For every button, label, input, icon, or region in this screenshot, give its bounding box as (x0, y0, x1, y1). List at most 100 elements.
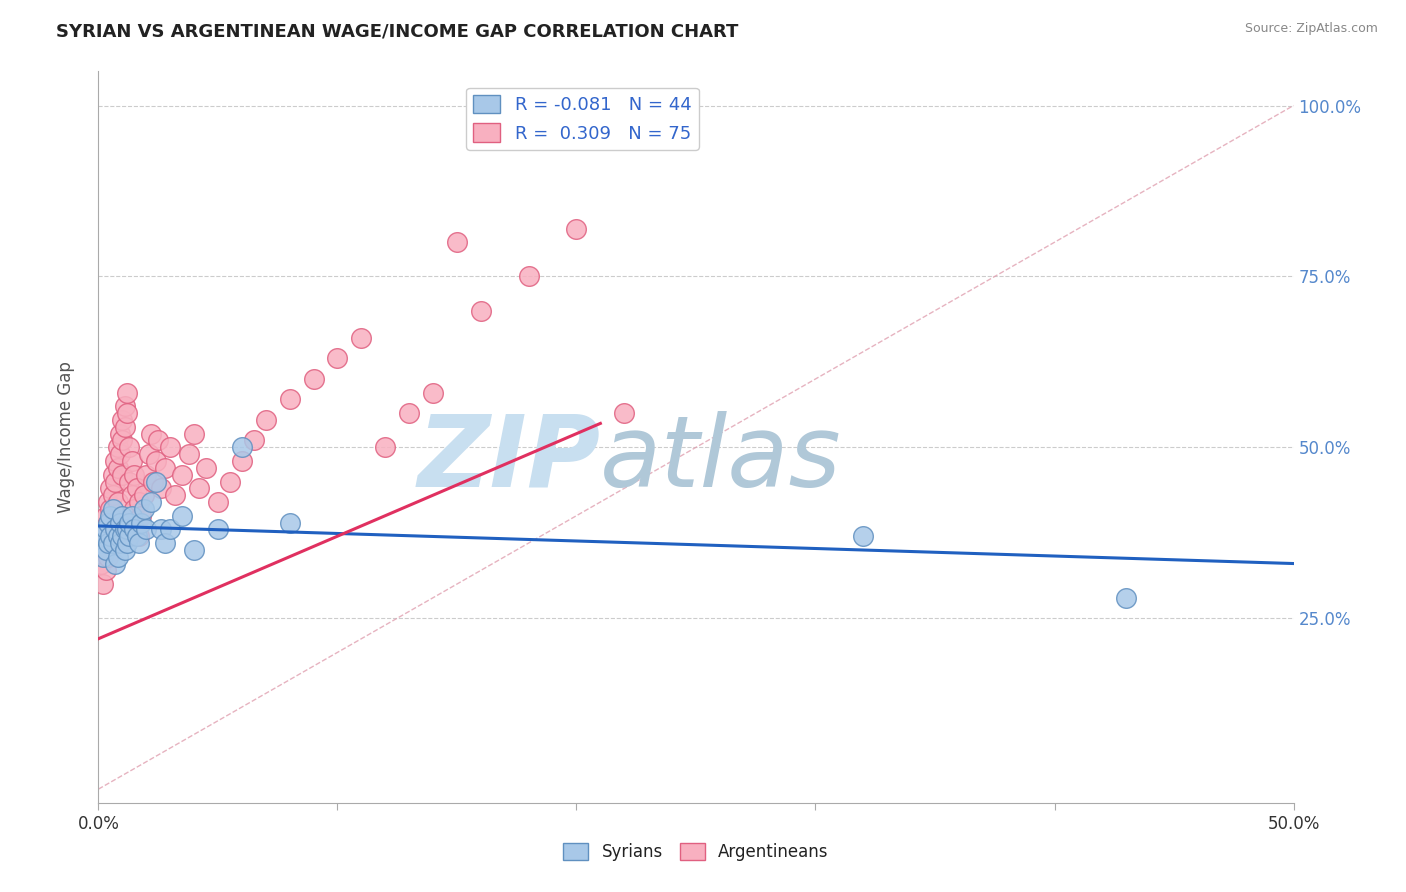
Point (183, 542, 205, 557)
Point (97, 516, 120, 530)
Point (135, 522, 157, 536)
Point (159, 440, 181, 454)
Point (101, 536, 124, 550)
Point (139, 426, 162, 441)
Point (101, 501, 124, 516)
Point (104, 454, 127, 468)
Point (94, 529, 117, 543)
Point (98, 529, 122, 543)
Point (183, 426, 205, 441)
Point (124, 501, 146, 516)
Point (135, 467, 157, 482)
Point (131, 516, 153, 530)
Point (111, 434, 134, 448)
Point (124, 467, 146, 482)
Point (131, 508, 153, 523)
Point (104, 557, 127, 571)
Point (278, 392, 301, 407)
Text: atlas: atlas (600, 410, 842, 508)
Point (149, 522, 172, 536)
Point (90, 536, 112, 550)
Y-axis label: Wage/Income Gap: Wage/Income Gap (56, 361, 75, 513)
Point (94, 522, 117, 536)
Point (121, 508, 143, 523)
Point (114, 542, 136, 557)
Point (374, 440, 396, 454)
Point (852, 529, 875, 543)
Point (108, 536, 131, 550)
Point (172, 508, 194, 523)
Point (613, 406, 636, 420)
Point (90, 536, 112, 550)
Text: SYRIAN VS ARGENTINEAN WAGE/INCOME GAP CORRELATION CHART: SYRIAN VS ARGENTINEAN WAGE/INCOME GAP CO… (56, 22, 738, 40)
Point (142, 475, 165, 489)
Point (90, 557, 112, 571)
Point (101, 522, 124, 536)
Text: ZIP: ZIP (418, 410, 600, 508)
Point (155, 536, 177, 550)
Point (101, 467, 124, 482)
Point (118, 440, 141, 454)
Point (111, 413, 134, 427)
Point (98, 501, 122, 516)
Point (145, 475, 167, 489)
Point (149, 481, 172, 495)
Point (145, 454, 167, 468)
Point (97, 495, 120, 509)
Point (111, 529, 134, 543)
Point (91, 522, 114, 536)
Point (98, 536, 122, 550)
Point (207, 522, 229, 536)
Point (91, 542, 114, 557)
Point (115, 385, 138, 400)
Point (121, 454, 143, 468)
Point (195, 460, 218, 475)
Point (278, 516, 301, 530)
Point (231, 440, 253, 454)
Point (219, 475, 242, 489)
Point (107, 440, 129, 454)
Point (111, 467, 134, 482)
Point (94, 542, 117, 557)
Point (302, 372, 325, 386)
Point (114, 400, 136, 414)
Point (138, 447, 160, 461)
Point (108, 426, 131, 441)
Point (94, 563, 117, 577)
Point (118, 475, 141, 489)
Point (470, 303, 492, 318)
Point (179, 447, 201, 461)
Point (98, 508, 122, 523)
Point (107, 529, 129, 543)
Point (517, 269, 540, 284)
Point (128, 495, 150, 509)
Point (115, 522, 138, 536)
Point (172, 467, 194, 482)
Point (422, 385, 444, 400)
Point (118, 516, 141, 530)
Point (114, 522, 136, 536)
Point (125, 516, 148, 530)
Point (114, 420, 136, 434)
Point (111, 508, 134, 523)
Point (97, 516, 120, 530)
Point (101, 488, 124, 502)
Point (91, 549, 114, 564)
Point (97, 549, 120, 564)
Point (231, 454, 253, 468)
Point (1115, 591, 1137, 605)
Point (155, 460, 177, 475)
Point (104, 522, 127, 536)
Point (128, 536, 150, 550)
Point (124, 522, 146, 536)
Point (107, 549, 129, 564)
Point (326, 351, 349, 366)
Point (159, 522, 181, 536)
Point (565, 221, 588, 235)
Point (108, 447, 131, 461)
Point (243, 434, 266, 448)
Point (98, 481, 122, 495)
Point (254, 413, 277, 427)
Point (398, 406, 420, 420)
Point (446, 235, 468, 250)
